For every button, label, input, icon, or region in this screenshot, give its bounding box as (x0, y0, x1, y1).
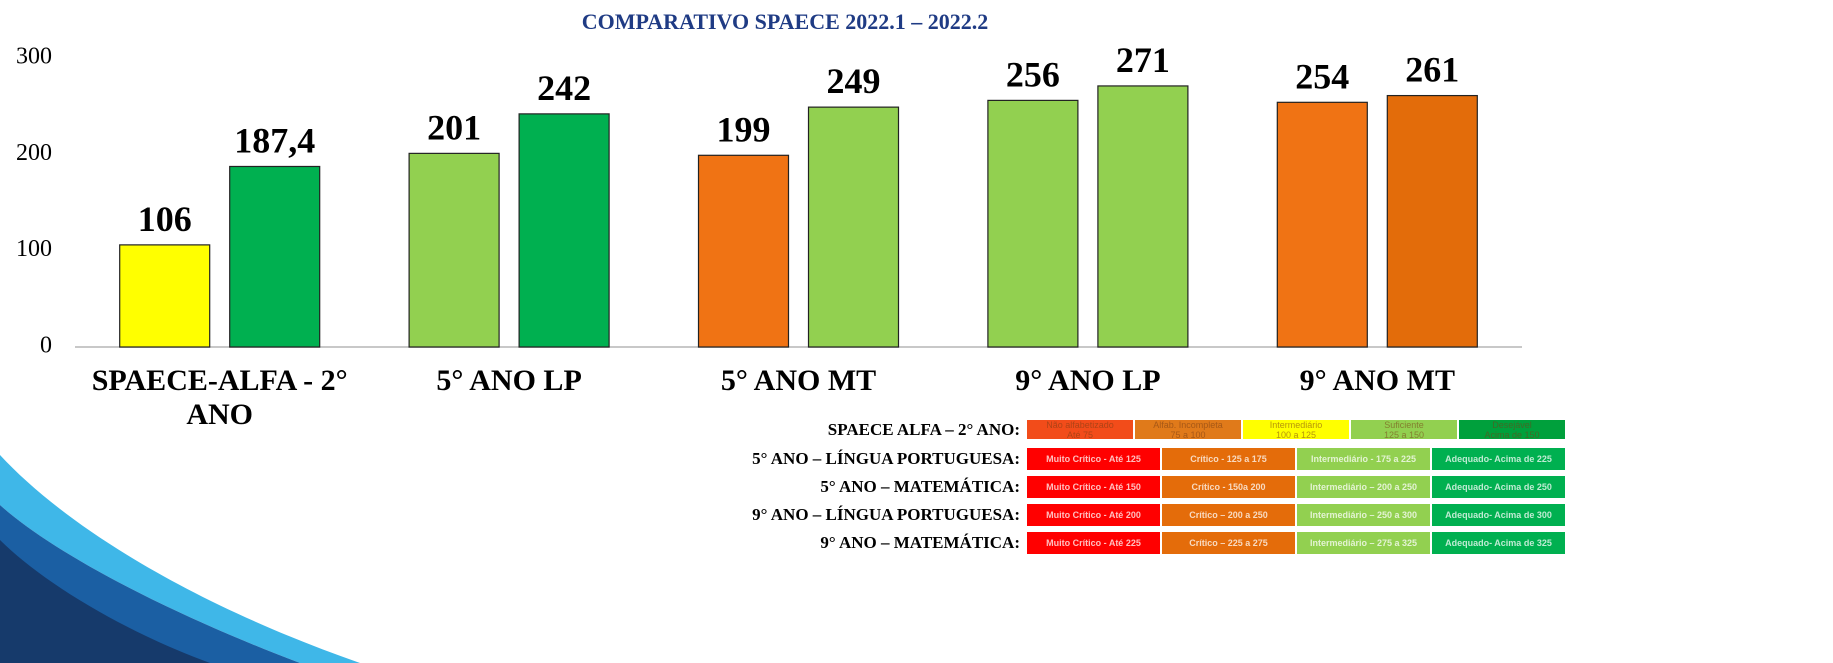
scale-cell: Intermediário - 175 a 225 (1297, 448, 1430, 470)
row-label: 5° ANO – LÍNGUA PORTUGUESA: (20, 449, 1020, 469)
cell-title: Adequado- Acima de 250 (1432, 482, 1565, 492)
value-label: 201 (427, 107, 481, 147)
value-label: 199 (717, 109, 771, 149)
row-label: SPAECE ALFA – 2° ANO: (20, 420, 1020, 440)
cell-title: Crítico – 200 a 250 (1162, 510, 1295, 520)
cell-title: Muito Crítico - Até 200 (1027, 510, 1160, 520)
scale-cell: Muito Crítico - Até 200 (1027, 504, 1160, 526)
cell-title: Intermediário – 200 a 250 (1297, 482, 1430, 492)
cell-title: Intermediário – 250 a 300 (1297, 510, 1430, 520)
page: COMPARATIVO SPAECE 2022.1 – 2022.2 0 100 2… (0, 0, 1833, 663)
scale-cell: Adequado- Acima de 325 (1432, 532, 1565, 554)
value-label: 187,4 (234, 120, 315, 160)
x-tick-label: 5° ANO LP (369, 364, 649, 398)
bar (988, 100, 1078, 347)
scale-cell: Muito Crítico - Até 225 (1027, 532, 1160, 554)
bar (1277, 102, 1367, 347)
bar (120, 245, 210, 347)
scale-cell: Muito Crítico - Até 150 (1027, 476, 1160, 498)
cell-title: Muito Crítico - Até 225 (1027, 538, 1160, 548)
bar (409, 153, 499, 347)
bar (809, 107, 899, 347)
x-tick-label: 9° ANO LP (948, 364, 1228, 398)
cell-title: Adequado- Acima de 300 (1432, 510, 1565, 520)
scale-cell: Adequado- Acima de 250 (1432, 476, 1565, 498)
row-label: 5° ANO – MATEMÁTICA: (20, 477, 1020, 497)
value-label: 271 (1116, 40, 1170, 80)
scale-cell: Intermediário – 275 a 325 (1297, 532, 1430, 554)
cell-title: Intermediário - 175 a 225 (1297, 454, 1430, 464)
cell-title: Alfab. Incompleta (1135, 420, 1241, 430)
bar (1387, 96, 1477, 347)
value-label: 249 (827, 61, 881, 101)
scale-cell: Intermediário – 250 a 300 (1297, 504, 1430, 526)
value-label: 242 (537, 68, 591, 108)
scale-cell: Intermediário – 200 a 250 (1297, 476, 1430, 498)
value-label: 261 (1405, 50, 1459, 90)
scale-cell: Muito Crítico - Até 125 (1027, 448, 1160, 470)
scale-cell: Crítico – 225 a 275 (1162, 532, 1295, 554)
bar (699, 155, 789, 347)
bar (519, 114, 609, 347)
cell-title: Crítico – 225 a 275 (1162, 538, 1295, 548)
y-tick-label: 200 (16, 140, 52, 166)
row-label: 9° ANO – LÍNGUA PORTUGUESA: (20, 505, 1020, 525)
cell-title: Suficiente (1351, 420, 1457, 430)
y-tick-label: 0 (40, 333, 52, 359)
row-label: 9° ANO – MATEMÁTICA: (20, 533, 1020, 553)
cell-range: 75 a 100 (1135, 430, 1241, 440)
cell-title: Muito Crítico - Até 150 (1027, 482, 1160, 492)
chart-title: COMPARATIVO SPAECE 2022.1 – 2022.2 (582, 9, 989, 34)
value-label: 256 (1006, 54, 1060, 94)
value-label: 254 (1295, 56, 1349, 96)
cell-title: Crítico - 150a 200 (1162, 482, 1295, 492)
chart: COMPARATIVO SPAECE 2022.1 – 2022.2 0 100 2… (0, 0, 1833, 663)
cell-range: 100 a 125 (1243, 430, 1349, 440)
y-tick-label: 300 (16, 44, 52, 70)
cell-title: Adequado- Acima de 225 (1432, 454, 1565, 464)
scale-cell: Crítico – 200 a 250 (1162, 504, 1295, 526)
cell-title: Adequado- Acima de 325 (1432, 538, 1565, 548)
scale-cell: Crítico - 150a 200 (1162, 476, 1295, 498)
scale-cell: Adequado- Acima de 300 (1432, 504, 1565, 526)
bar (230, 166, 320, 347)
x-tick-label: 5° ANO MT (659, 364, 939, 398)
cell-title: Intermediário (1243, 420, 1349, 430)
cell-title: Crítico - 125 a 175 (1162, 454, 1295, 464)
cell-title: Intermediário – 275 a 325 (1297, 538, 1430, 548)
value-label: 106 (138, 199, 192, 239)
scale-cell: Adequado- Acima de 225 (1432, 448, 1565, 470)
scale-cell: Crítico - 125 a 175 (1162, 448, 1295, 470)
cell-range: 125 a 150 (1351, 430, 1457, 440)
cell-title: Desejável (1459, 420, 1565, 430)
y-tick-label: 100 (16, 236, 52, 262)
x-tick-label: 9° ANO MT (1237, 364, 1517, 398)
cell-range: Acima de 150 (1459, 430, 1565, 440)
cell-title: Muito Crítico - Até 125 (1027, 454, 1160, 464)
bar (1098, 86, 1188, 347)
cell-range: Até 75 (1027, 430, 1133, 440)
cell-title: Não alfabetizado (1027, 420, 1133, 430)
